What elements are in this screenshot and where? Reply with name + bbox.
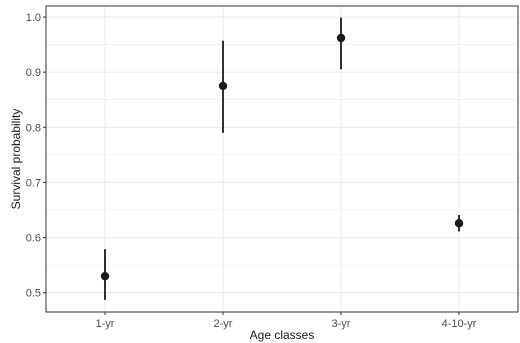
x-tick-label: 1-yr <box>96 318 115 330</box>
y-tick-label: 0.9 <box>26 67 41 79</box>
x-axis: 1-yr 2-yr 3-yr 4-10-yr <box>96 312 477 330</box>
y-axis: 0.5 0.6 0.7 0.8 0.9 1.0 <box>26 12 46 300</box>
grid <box>46 6 518 312</box>
x-tick-label: 4-10-yr <box>442 318 477 330</box>
data-point <box>336 33 346 43</box>
x-tick-label: 2-yr <box>214 318 233 330</box>
data-point <box>454 219 464 228</box>
data-point <box>218 81 228 91</box>
panel-border <box>45 5 519 313</box>
x-tick-label: 3-yr <box>332 318 351 330</box>
y-tick-label: 0.7 <box>26 177 41 189</box>
data-point <box>100 271 110 281</box>
x-axis-title: Age classes <box>250 328 315 342</box>
y-tick-label: 0.5 <box>26 288 41 300</box>
plot-marks <box>100 17 464 300</box>
y-tick-label: 0.8 <box>26 122 41 134</box>
y-axis-title: Survival probability <box>9 109 23 210</box>
y-tick-label: 0.6 <box>26 233 41 245</box>
y-tick-label: 1.0 <box>26 12 41 24</box>
